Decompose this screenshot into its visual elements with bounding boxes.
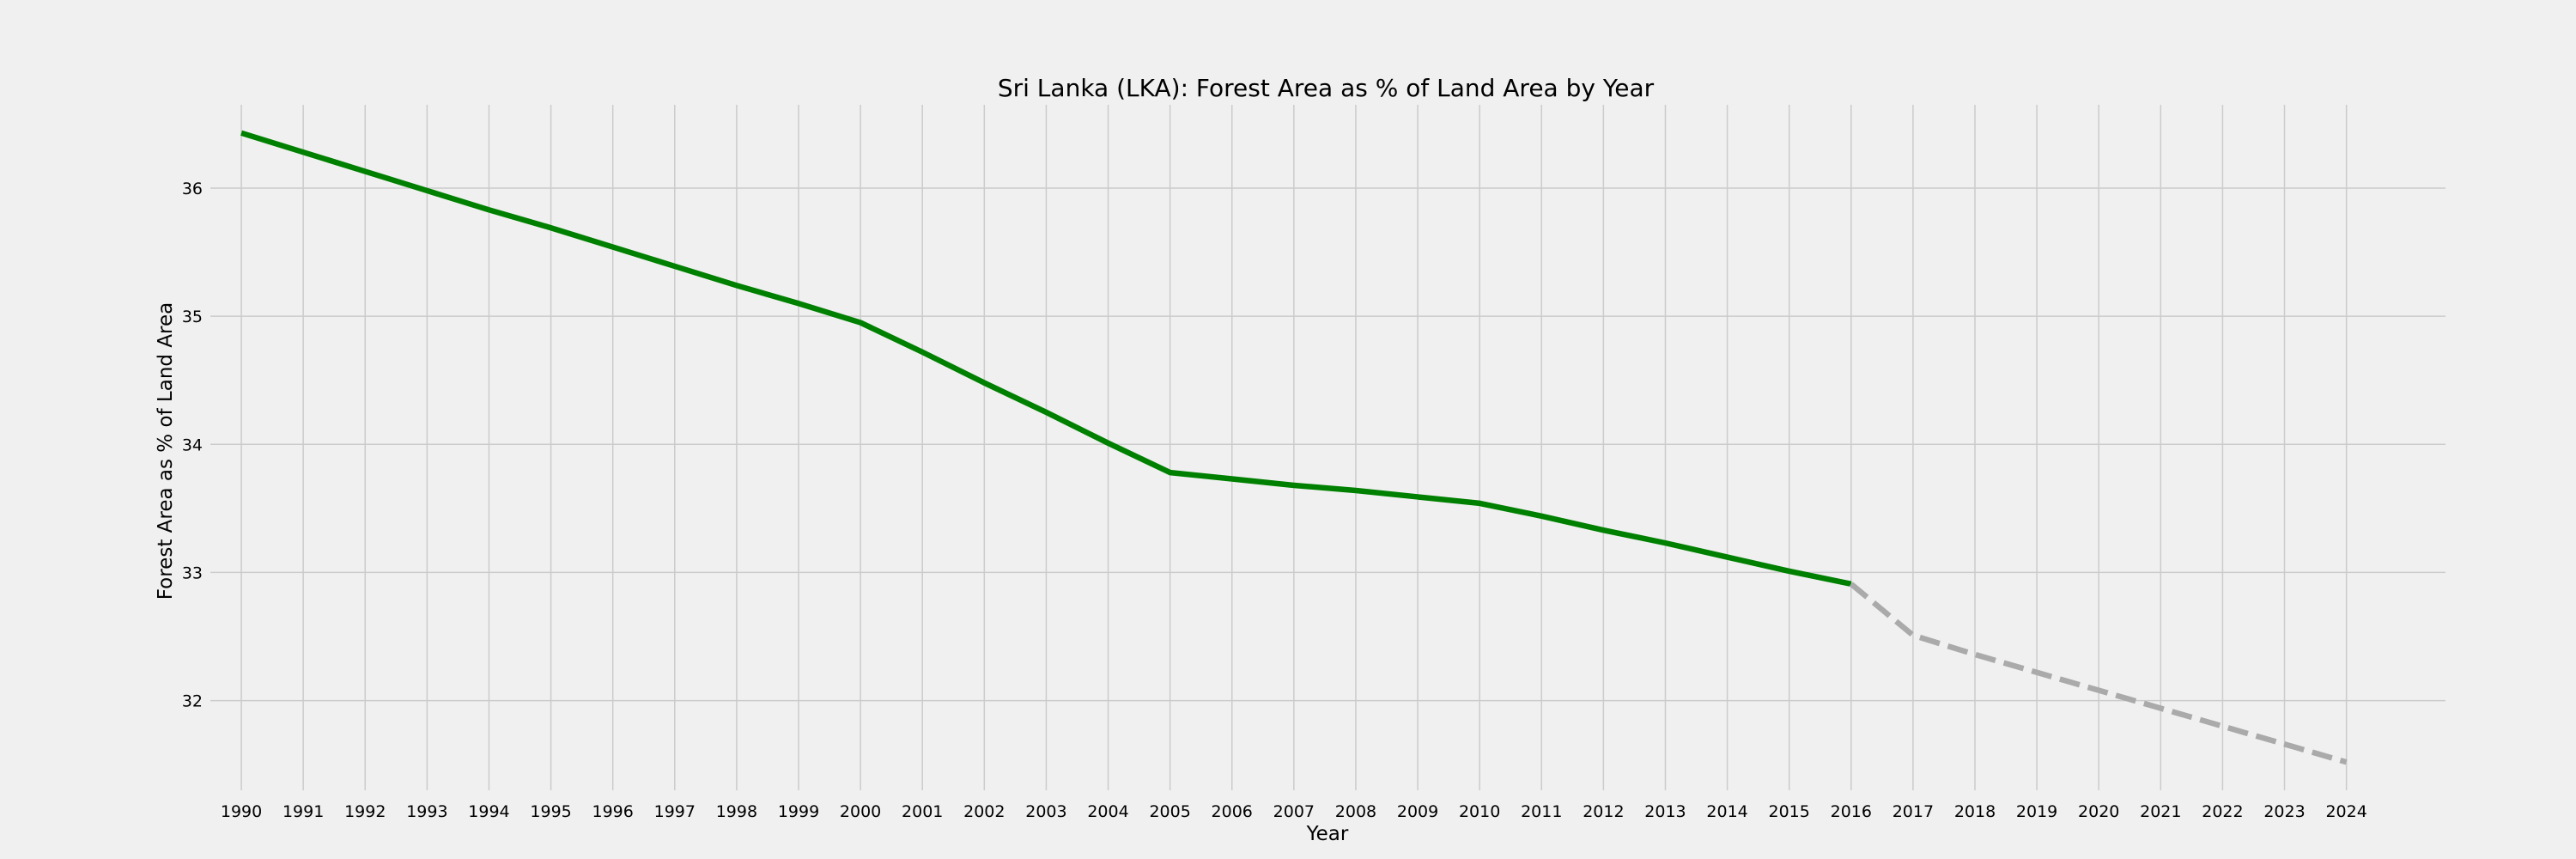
x-tick-label: 1995 [530,802,571,821]
x-axis-ticks: 1990 1991 1992 1993 1994 1995 1996 1997 1998 1999… [221,802,2367,821]
x-tick-label: 2008 [1335,802,1376,821]
y-tick-label: 33 [182,564,203,582]
y-axis-ticks: 32 33 34 35 36 [182,180,203,711]
x-tick-label: 2005 [1149,802,1190,821]
y-tick-label: 34 [182,436,203,454]
x-tick-label: 2024 [2325,802,2366,821]
y-tick-label: 35 [182,308,203,326]
historical-series-line [240,130,1852,588]
x-tick-label: 2017 [1893,802,1934,821]
x-tick-label: 2018 [1954,802,1996,821]
x-tick-label: 1993 [406,802,447,821]
x-tick-label: 2006 [1212,802,1253,821]
x-tick-label: 2012 [1583,802,1624,821]
x-tick-label: 2011 [1521,802,1562,821]
x-tick-label: 2014 [1706,802,1747,821]
x-tick-label: 1990 [221,802,262,821]
x-tick-label: 2019 [2016,802,2057,821]
x-tick-label: 1994 [468,802,509,821]
projected-series-line [1849,582,2348,765]
x-tick-label: 2016 [1831,802,1872,821]
x-tick-label: 1992 [344,802,386,821]
x-tick-label: 2000 [840,802,881,821]
y-axis-label: Forest Area as % of Land Area [155,302,177,600]
x-tick-label: 2020 [2078,802,2119,821]
x-tick-label: 1991 [283,802,324,821]
x-tick-label: 1997 [654,802,696,821]
chart-title: Sri Lanka (LKA): Forest Area as % of Lan… [998,74,1655,102]
x-tick-label: 2002 [963,802,1005,821]
x-tick-label: 1999 [778,802,819,821]
x-tick-label: 2013 [1644,802,1686,821]
x-tick-label: 2009 [1397,802,1438,821]
x-tick-label: 1998 [716,802,757,821]
x-tick-label: 2021 [2140,802,2181,821]
x-tick-label: 2003 [1025,802,1066,821]
x-tick-label: 2004 [1087,802,1128,821]
x-axis-label: Year [1306,823,1349,845]
x-tick-label: 2023 [2263,802,2305,821]
y-tick-label: 36 [182,180,203,198]
grid-lines [210,105,2445,790]
x-tick-label: 2010 [1459,802,1500,821]
y-tick-label: 32 [182,692,203,711]
x-tick-label: 2001 [902,802,943,821]
x-tick-label: 1996 [592,802,634,821]
x-tick-label: 2015 [1769,802,1810,821]
x-tick-label: 2007 [1273,802,1315,821]
x-tick-label: 2022 [2202,802,2243,821]
data-series [240,130,2348,765]
